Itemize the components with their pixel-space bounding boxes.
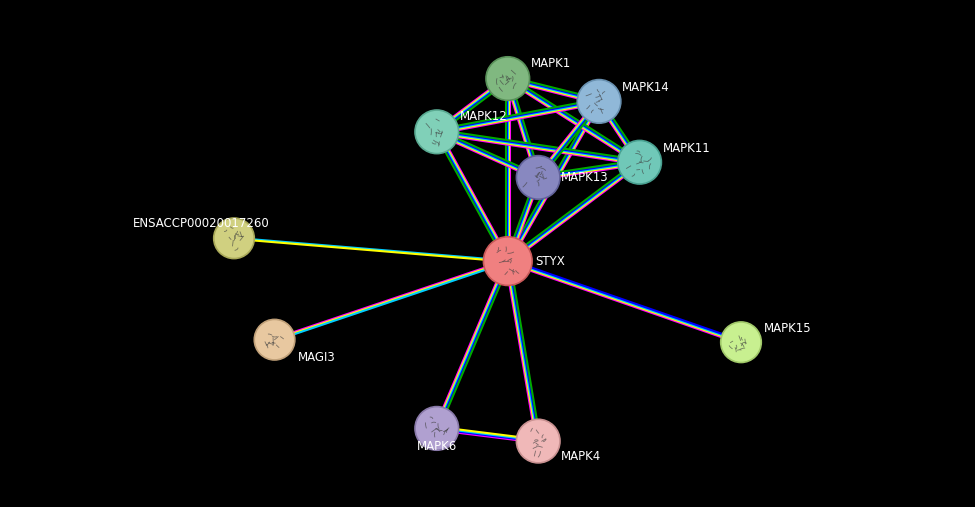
Circle shape (484, 237, 532, 285)
Text: MAPK12: MAPK12 (459, 110, 507, 123)
Circle shape (721, 322, 761, 363)
Circle shape (577, 80, 621, 123)
Text: STYX: STYX (535, 255, 566, 268)
Text: MAPK1: MAPK1 (530, 57, 570, 70)
Circle shape (214, 218, 254, 259)
Text: MAPK15: MAPK15 (763, 321, 811, 335)
Circle shape (486, 57, 529, 100)
Text: MAPK14: MAPK14 (622, 81, 670, 94)
Text: MAPK11: MAPK11 (662, 141, 710, 155)
Circle shape (415, 110, 458, 154)
Text: MAPK4: MAPK4 (561, 450, 602, 463)
Circle shape (415, 407, 458, 450)
Text: MAGI3: MAGI3 (297, 351, 335, 364)
Text: MAPK6: MAPK6 (416, 440, 456, 453)
Circle shape (618, 140, 661, 184)
Circle shape (517, 156, 560, 199)
Circle shape (517, 419, 560, 463)
Circle shape (254, 319, 294, 360)
Text: MAPK13: MAPK13 (561, 171, 608, 184)
Text: ENSACCP00020017260: ENSACCP00020017260 (133, 216, 269, 230)
